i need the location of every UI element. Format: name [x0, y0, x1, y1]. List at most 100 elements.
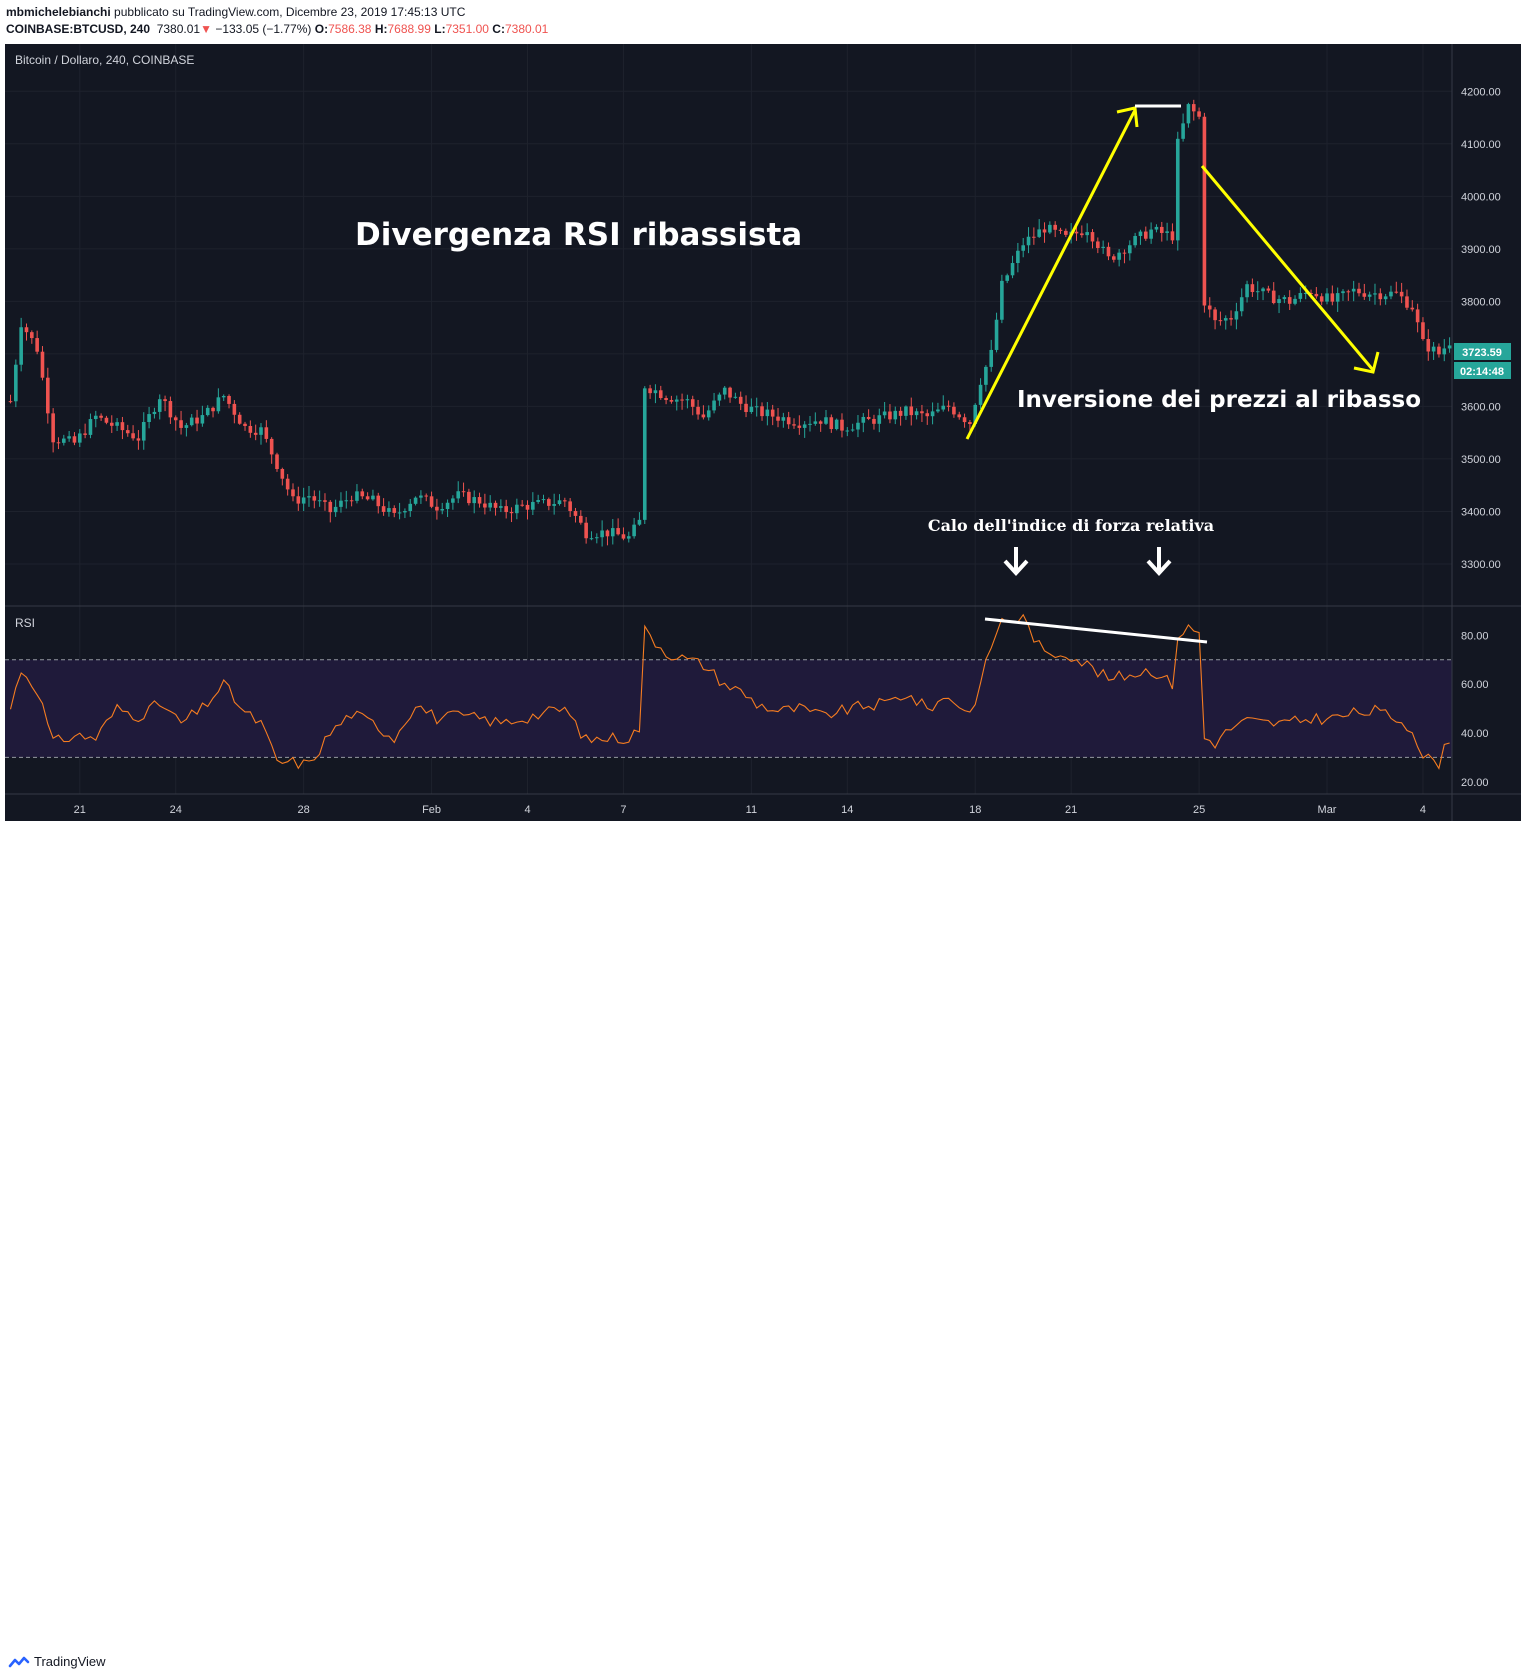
main-pane-title: Bitcoin / Dollaro, 240, COINBASE	[15, 53, 194, 67]
candle-body	[531, 501, 535, 510]
low-value: 7351.00	[445, 22, 489, 36]
candle-body	[1245, 284, 1249, 298]
candle-body	[1330, 293, 1335, 302]
candle-body	[1357, 288, 1361, 294]
chart-area[interactable]: 3300.003400.003500.003600.003700.003800.…	[5, 44, 1521, 821]
candle-body	[1005, 275, 1010, 281]
candle-body	[115, 422, 119, 426]
price-tick-label: 3300.00	[1461, 559, 1501, 571]
candle-body	[211, 407, 215, 412]
candle-body	[925, 413, 930, 417]
ohlc-line: COINBASE:BTCUSD, 240 7380.01▼ −133.05 (−…	[6, 22, 548, 36]
candle-body	[1351, 288, 1356, 292]
candle-body	[850, 429, 855, 431]
candle-body	[456, 491, 461, 499]
rsi-axis[interactable]: 20.00 40.00 60.00 80.00	[1461, 630, 1489, 788]
candle-body	[1389, 291, 1393, 297]
candle-body	[664, 398, 668, 401]
candle-body	[829, 417, 834, 430]
candle-body	[1186, 104, 1191, 124]
candle-body	[264, 427, 269, 439]
candle-body	[200, 415, 205, 424]
candle-body	[269, 438, 274, 455]
candle-body	[179, 420, 183, 428]
time-axis[interactable]: 21 24 28 Feb 4 7 11 14 18 21 25 Mar 4	[74, 804, 1426, 816]
candle-body	[1207, 305, 1212, 310]
candle-body	[946, 405, 951, 407]
price-tick-label: 3800.00	[1461, 296, 1501, 308]
price-tick-label: 3500.00	[1461, 454, 1501, 466]
chart-svg[interactable]: 3300.003400.003500.003600.003700.003800.…	[5, 44, 1521, 821]
candle-body	[648, 388, 652, 394]
high-label: H:	[374, 22, 388, 36]
high-value: 7688.99	[387, 22, 431, 36]
candle-body	[994, 319, 999, 350]
candle-body	[1394, 291, 1399, 293]
open-label: O:	[314, 22, 329, 36]
candle-body	[1074, 231, 1079, 234]
candle-body	[328, 501, 333, 513]
candle-body	[792, 424, 796, 426]
candle-body	[259, 427, 263, 435]
candle-body	[62, 438, 66, 443]
candle-body	[973, 404, 978, 425]
down-arrow-icon	[1146, 547, 1172, 576]
uptrend-arrow-line	[965, 109, 1137, 440]
candle-body	[770, 409, 775, 417]
candle-body	[189, 417, 194, 426]
candle-body	[1080, 233, 1084, 236]
candle-body	[195, 417, 199, 424]
tradingview-logo-icon[interactable]	[8, 1655, 30, 1669]
candle-body	[1112, 256, 1116, 260]
candle-body	[893, 410, 898, 420]
price-tick-label: 3400.00	[1461, 506, 1501, 518]
candle-body	[1010, 263, 1015, 276]
candle-body	[1122, 252, 1127, 254]
rsi-drop-label: Calo dell'indice di forza relativa	[928, 516, 1214, 535]
candle-body	[1293, 298, 1297, 304]
candle-body	[626, 536, 631, 539]
candle-body	[109, 422, 114, 426]
candle-body	[760, 406, 764, 417]
candle-body	[1234, 311, 1239, 320]
rsi-tick-label: 60.00	[1461, 679, 1489, 691]
candle-body	[914, 411, 919, 416]
candle-body	[882, 411, 887, 416]
candle-body	[584, 522, 588, 539]
candle-body	[72, 436, 77, 443]
downtrend-arrow-head	[1353, 351, 1380, 374]
candle-body	[909, 406, 914, 416]
candle-body	[253, 432, 258, 435]
candle-body	[595, 537, 599, 539]
candle-body	[424, 495, 429, 497]
last-price-tag-label: 3723.59	[1462, 347, 1502, 359]
candle-body	[216, 397, 221, 412]
candle-body	[1175, 138, 1180, 241]
candle-body	[1261, 288, 1265, 292]
tradingview-brand[interactable]: TradingView	[34, 1654, 106, 1669]
chart-header: mbmichelebianchi pubblicato su TradingVi…	[0, 0, 1526, 40]
author-name[interactable]: mbmichelebianchi	[6, 5, 111, 19]
candle-body	[1447, 345, 1452, 349]
candle-body	[344, 500, 349, 502]
candle-body	[40, 351, 45, 378]
candle-body	[840, 419, 844, 431]
candle-body	[690, 399, 695, 407]
candle-body	[499, 506, 503, 508]
reversal-label: Inversione dei prezzi al ribasso	[1017, 387, 1421, 413]
candle-body	[1106, 246, 1111, 257]
candle-body	[413, 497, 418, 504]
candle-body	[408, 503, 413, 512]
candle-body	[381, 506, 386, 512]
candle-body	[1410, 307, 1415, 310]
candle-body	[930, 411, 935, 417]
candle-body	[168, 401, 173, 418]
candle-body	[1181, 123, 1185, 139]
candle-body	[674, 399, 679, 402]
candle-body	[67, 436, 71, 439]
candle-body	[173, 417, 178, 421]
candle-body	[429, 496, 434, 507]
candle-body	[291, 489, 295, 497]
candle-body	[504, 506, 508, 513]
candle-body	[616, 528, 620, 535]
